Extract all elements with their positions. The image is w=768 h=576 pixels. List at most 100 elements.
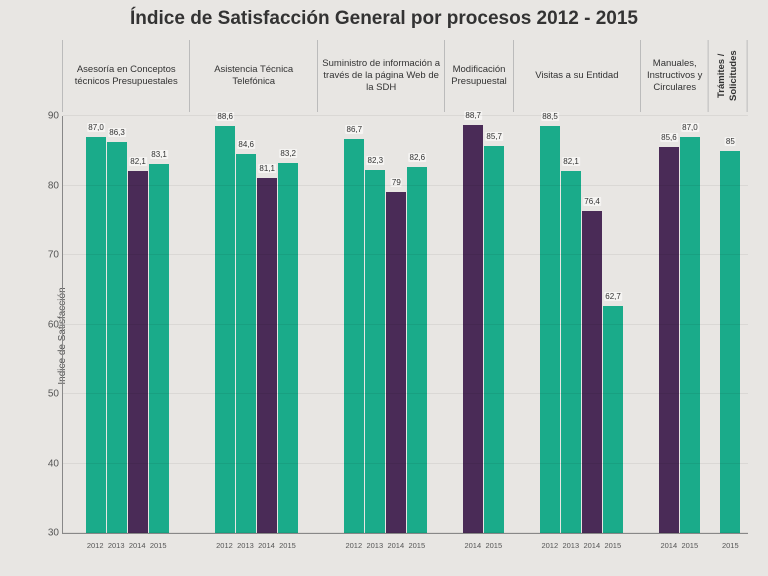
bar-value-label: 86,7 <box>346 125 364 134</box>
bar-value-label: 85,6 <box>660 133 678 142</box>
x-tick-label: 2015 <box>407 538 427 556</box>
bar: 87,0 <box>86 137 106 533</box>
x-tick-label: 2015 <box>148 538 168 556</box>
x-tick-label: 2015 <box>277 538 297 556</box>
bar-value-label: 83,1 <box>150 150 168 159</box>
bar: 82,3 <box>365 170 385 533</box>
bar: 87,0 <box>680 137 700 533</box>
group-headers: Asesoría en Conceptos técnicos Presupues… <box>62 40 748 112</box>
x-label-group: 2012201320142015 <box>517 538 646 556</box>
bar: 83,1 <box>149 164 169 533</box>
gridline <box>63 532 748 533</box>
y-tick-label: 50 <box>35 389 59 400</box>
bar-value-label: 88,5 <box>541 112 559 121</box>
bar: 86,3 <box>107 142 127 533</box>
bar-group: 85,687,0 <box>646 116 713 533</box>
bar-group: 86,782,37982,6 <box>321 116 450 533</box>
bar-value-label: 76,4 <box>583 197 601 206</box>
bar-value-label: 85,7 <box>485 132 503 141</box>
x-label-group: 2015 <box>713 538 748 556</box>
x-tick-label: 2014 <box>582 538 602 556</box>
x-tick-label: 2013 <box>365 538 385 556</box>
bar: 62,7 <box>603 306 623 533</box>
bar-value-label: 79 <box>391 178 402 187</box>
bar: 82,1 <box>128 171 148 533</box>
bar: 88,5 <box>540 126 560 533</box>
x-tick-label: 2015 <box>680 538 700 556</box>
x-tick-label: 2014 <box>386 538 406 556</box>
y-tick-label: 60 <box>35 319 59 330</box>
group-header: Modificación Presupuestal <box>444 40 512 112</box>
bar-group: 88,582,176,462,7 <box>517 116 646 533</box>
group-header: Manuales, Instructivos y Circulares <box>640 40 708 112</box>
bar-value-label: 84,6 <box>237 140 255 149</box>
bar: 83,2 <box>278 163 298 533</box>
group-header: Asesoría en Conceptos técnicos Presupues… <box>62 40 189 112</box>
bar: 85,6 <box>659 147 679 533</box>
x-tick-label: 2012 <box>85 538 105 556</box>
gridline <box>63 463 748 464</box>
x-tick-label: 2012 <box>344 538 364 556</box>
bar-value-label: 86,3 <box>108 128 126 137</box>
x-tick-label: 2013 <box>561 538 581 556</box>
x-tick-label: 2013 <box>235 538 255 556</box>
x-label-group: 2012201320142015 <box>62 538 191 556</box>
page: Índice de Satisfacción General por proce… <box>0 0 768 576</box>
bar: 85,7 <box>484 146 504 533</box>
chart-area: Indice de Satisfacción 87,086,382,183,18… <box>20 116 756 556</box>
bar: 88,7 <box>463 125 483 533</box>
bar: 85 <box>720 151 740 533</box>
bar-value-label: 82,6 <box>409 153 427 162</box>
x-tick-label: 2014 <box>127 538 147 556</box>
y-tick-label: 40 <box>35 458 59 469</box>
bar-group: 87,086,382,183,1 <box>63 116 192 533</box>
bar-value-label: 88,6 <box>216 112 234 121</box>
group-header: Trámites / Solicitudes <box>708 40 748 112</box>
group-header: Asistencia Técnica Telefónica <box>189 40 316 112</box>
bars-container: 87,086,382,183,188,684,681,183,286,782,3… <box>63 116 748 533</box>
gridline <box>63 324 748 325</box>
bar: 76,4 <box>582 211 602 533</box>
bar: 81,1 <box>257 178 277 533</box>
bar-value-label: 87,0 <box>87 123 105 132</box>
bar-value-label: 82,1 <box>129 157 147 166</box>
bar-value-label: 87,0 <box>681 123 699 132</box>
plot-area: 87,086,382,183,188,684,681,183,286,782,3… <box>62 116 748 534</box>
gridline <box>63 254 748 255</box>
x-tick-label: 2015 <box>720 538 740 556</box>
x-tick-label: 2015 <box>484 538 504 556</box>
bar-value-label: 85 <box>725 137 736 146</box>
y-tick-label: 70 <box>35 250 59 261</box>
bar: 79 <box>386 192 406 533</box>
bar: 86,7 <box>344 139 364 533</box>
x-label-group: 20142015 <box>646 538 713 556</box>
chart-title: Índice de Satisfacción General por proce… <box>0 0 768 36</box>
x-axis-labels: 2012201320142015201220132014201520122013… <box>62 538 748 556</box>
y-tick-label: 80 <box>35 180 59 191</box>
y-tick-label: 30 <box>35 528 59 539</box>
bar-group: 85 <box>713 116 748 533</box>
bar-value-label: 62,7 <box>604 292 622 301</box>
bar-group: 88,684,681,183,2 <box>192 116 321 533</box>
bar: 84,6 <box>236 154 256 533</box>
bar-value-label: 82,3 <box>367 156 385 165</box>
gridline <box>63 393 748 394</box>
y-tick-label: 90 <box>35 111 59 122</box>
x-tick-label: 2012 <box>540 538 560 556</box>
x-tick-label: 2012 <box>214 538 234 556</box>
bar: 88,6 <box>215 126 235 533</box>
gridline <box>63 115 748 116</box>
bar: 82,6 <box>407 167 427 533</box>
gridline <box>63 185 748 186</box>
x-tick-label: 2014 <box>659 538 679 556</box>
bar-value-label: 81,1 <box>258 164 276 173</box>
x-label-group: 2012201320142015 <box>191 538 320 556</box>
bar-value-label: 82,1 <box>562 157 580 166</box>
x-tick-label: 2014 <box>256 538 276 556</box>
bar-value-label: 83,2 <box>279 149 297 158</box>
x-label-group: 20142015 <box>450 538 517 556</box>
x-tick-label: 2015 <box>603 538 623 556</box>
group-header: Visitas a su Entidad <box>513 40 640 112</box>
x-tick-label: 2013 <box>106 538 126 556</box>
x-tick-label: 2014 <box>463 538 483 556</box>
